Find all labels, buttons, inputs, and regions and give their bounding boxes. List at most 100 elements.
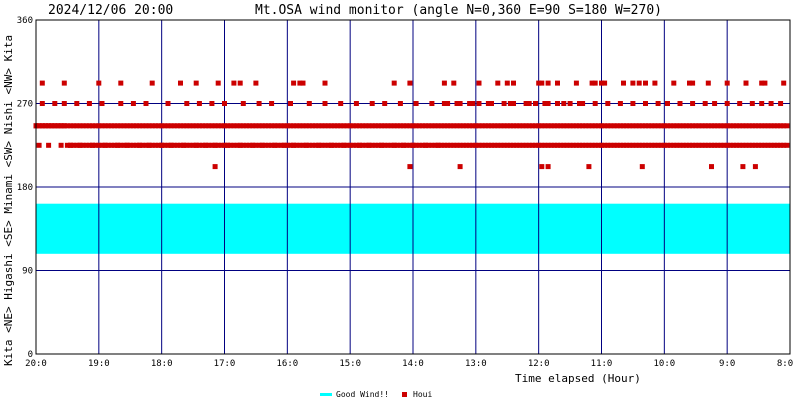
data-point: [190, 123, 196, 129]
data-point: [737, 142, 743, 148]
data-point: [542, 101, 548, 106]
data-point: [743, 142, 749, 148]
data-point: [555, 80, 560, 86]
data-point: [539, 164, 545, 170]
data-point: [310, 123, 315, 129]
data-point: [448, 142, 454, 148]
data-point: [137, 142, 143, 148]
data-point: [146, 142, 152, 148]
data-point: [539, 80, 545, 86]
data-point: [99, 142, 105, 148]
data-point: [504, 142, 510, 148]
data-point: [269, 142, 275, 148]
data-point: [765, 142, 771, 148]
data-point: [112, 123, 117, 129]
data-point: [375, 123, 381, 129]
data-point: [583, 123, 589, 129]
legend-houi-swatch: [402, 392, 407, 397]
data-point: [105, 123, 111, 129]
data-point: [149, 80, 155, 86]
data-point: [771, 123, 777, 129]
data-point: [737, 101, 743, 106]
data-point: [658, 142, 664, 148]
data-point: [209, 101, 215, 106]
data-point: [523, 101, 529, 106]
data-point: [130, 123, 136, 129]
data-point: [203, 142, 209, 148]
data-point: [196, 142, 202, 148]
data-point: [577, 142, 582, 148]
data-point: [752, 123, 758, 129]
data-point: [300, 142, 306, 148]
data-point: [542, 123, 548, 129]
data-point: [621, 142, 626, 148]
data-point: [671, 80, 677, 86]
data-point: [369, 123, 375, 129]
data-point: [316, 123, 322, 129]
data-point: [586, 164, 592, 170]
data-point: [561, 101, 567, 106]
data-point: [514, 123, 520, 129]
data-point: [589, 123, 595, 129]
data-point: [589, 80, 595, 86]
data-point: [463, 123, 469, 129]
data-point: [118, 123, 124, 129]
data-point: [303, 123, 309, 129]
data-point: [768, 142, 774, 148]
data-point: [536, 80, 542, 86]
data-point: [592, 80, 598, 86]
data-point: [86, 101, 92, 106]
data-point: [218, 142, 224, 148]
data-point: [322, 101, 328, 106]
data-point: [140, 142, 146, 148]
data-point: [756, 123, 762, 129]
data-point: [152, 142, 158, 148]
data-point: [215, 80, 221, 86]
data-point: [511, 80, 516, 86]
data-point: [222, 101, 227, 106]
data-point: [278, 123, 284, 129]
data-point: [310, 142, 315, 148]
data-point: [46, 142, 52, 148]
data-point: [467, 142, 473, 148]
data-point: [677, 123, 683, 129]
data-point: [269, 123, 275, 129]
data-point: [661, 142, 667, 148]
data-point: [693, 123, 699, 129]
data-point: [288, 123, 293, 129]
data-point: [134, 123, 139, 129]
data-point: [423, 142, 429, 148]
data-point: [781, 123, 787, 129]
data-point: [429, 123, 435, 129]
data-point: [495, 123, 501, 129]
data-point: [636, 123, 642, 129]
data-point: [699, 142, 705, 148]
data-point: [328, 142, 334, 148]
data-point: [438, 123, 444, 129]
data-point: [476, 101, 482, 106]
data-point: [727, 142, 733, 148]
data-point: [432, 142, 438, 148]
data-point: [353, 142, 359, 148]
data-point: [586, 142, 592, 148]
data-point: [608, 123, 614, 129]
data-point: [533, 142, 538, 148]
data-point: [730, 123, 736, 129]
data-point: [156, 142, 161, 148]
x-tick-label: 9:0: [719, 359, 735, 369]
data-point: [225, 123, 231, 129]
data-point: [671, 123, 677, 129]
data-point: [489, 101, 494, 106]
legend-good-wind-swatch: [320, 393, 332, 396]
data-point: [178, 80, 183, 86]
x-tick-label: 10:0: [653, 359, 675, 369]
data-point: [108, 142, 114, 148]
x-tick-label: 17:0: [214, 359, 236, 369]
data-point: [68, 123, 74, 129]
data-point: [413, 142, 419, 148]
x-tick-label: 19:0: [88, 359, 110, 369]
data-point: [225, 142, 231, 148]
data-point: [712, 123, 718, 129]
data-point: [454, 123, 460, 129]
data-point: [778, 101, 784, 106]
